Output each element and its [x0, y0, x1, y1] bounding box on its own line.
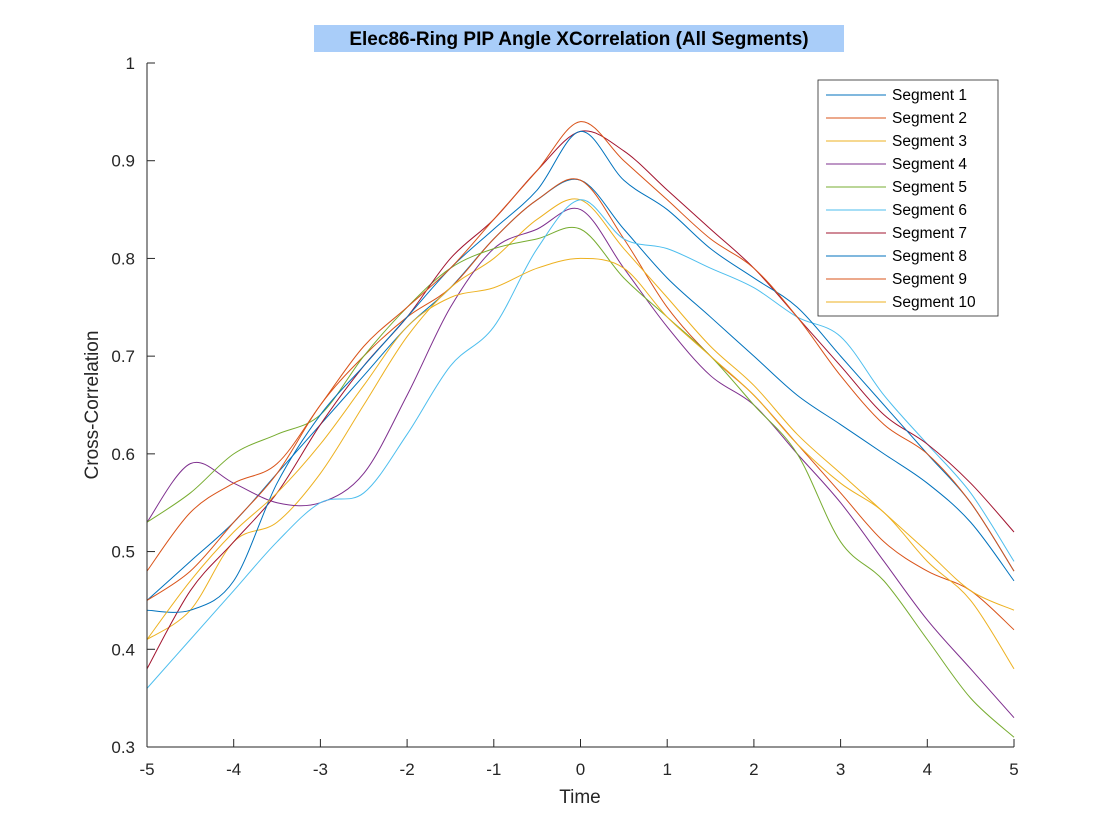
- x-tick-label: -2: [400, 760, 415, 779]
- series-lines: [146, 121, 1015, 738]
- axis-ticks: -5 -4 -3 -2 -1 0 1 2 3 4 5 0.3 0.4 0.5 0.6 0.7 0.8 0.9 1: [111, 54, 1018, 779]
- legend-label-9: Segment 9: [892, 271, 967, 288]
- x-tick-label: -3: [313, 760, 328, 779]
- chart-title: Elec86-Ring PIP Angle XCorrelation (All …: [349, 29, 808, 50]
- legend-box: [817, 79, 999, 317]
- legend-label-6: Segment 6: [892, 202, 967, 219]
- x-tick-label: -1: [486, 760, 501, 779]
- legend-label-7: Segment 7: [892, 225, 967, 242]
- legend-label-2: Segment 2: [892, 110, 967, 127]
- y-tick-label: 0.5: [111, 543, 135, 562]
- y-axis-label: Cross-Correlation: [82, 331, 103, 480]
- x-tick-label: -4: [226, 760, 241, 779]
- series-line-7: [146, 130, 1015, 670]
- y-tick-label: 0.8: [111, 249, 135, 268]
- legend-label-5: Segment 5: [892, 179, 967, 196]
- x-tick-label: 4: [923, 760, 932, 779]
- series-line-3: [146, 198, 1015, 640]
- legend-label-8: Segment 8: [892, 248, 967, 265]
- legend-label-1: Segment 1: [892, 87, 967, 104]
- legend-label-3: Segment 3: [892, 133, 967, 150]
- y-tick-label: 1: [126, 54, 135, 73]
- x-tick-label: 3: [836, 760, 845, 779]
- series-line-2: [146, 178, 1015, 631]
- y-tick-label: 0.3: [111, 738, 135, 757]
- x-tick-label: 2: [749, 760, 758, 779]
- series-line-8: [146, 130, 1015, 613]
- x-tick-label: 5: [1009, 760, 1018, 779]
- series-line-4: [146, 207, 1015, 719]
- series-line-10: [146, 257, 1015, 670]
- series-line-6: [146, 199, 1015, 689]
- y-tick-label: 0.4: [111, 640, 135, 659]
- legend: Segment 1 Segment 2 Segment 3 Segment 4 Segm…: [817, 79, 999, 317]
- y-tick-label: 0.7: [111, 347, 135, 366]
- y-tick-label: 0.9: [111, 152, 135, 171]
- series-line-5: [146, 226, 1015, 738]
- series-line-9: [146, 121, 1015, 572]
- legend-label-4: Segment 4: [892, 156, 967, 173]
- x-axis-label: Time: [559, 787, 601, 808]
- x-tick-label: 1: [662, 760, 671, 779]
- legend-label-10: Segment 10: [892, 294, 976, 311]
- y-tick-label: 0.6: [111, 445, 135, 464]
- x-tick-label: 0: [576, 760, 585, 779]
- chart-title-highlight: [314, 25, 844, 52]
- x-tick-label: -5: [139, 760, 154, 779]
- legend-items: Segment 1 Segment 2 Segment 3 Segment 4 Segm…: [826, 87, 976, 311]
